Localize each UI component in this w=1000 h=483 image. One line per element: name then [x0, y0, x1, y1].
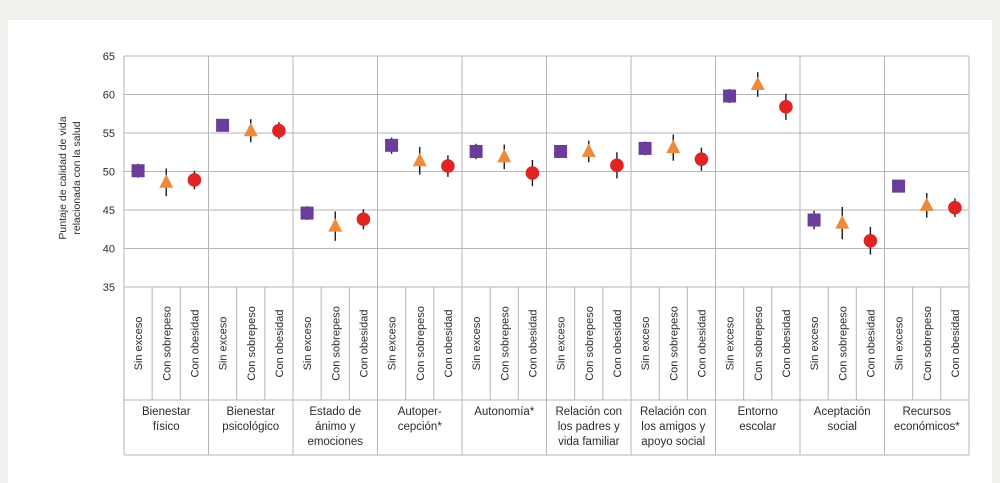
category-label: emociones: [307, 436, 363, 448]
category-label: ánimo y: [315, 421, 356, 433]
con-obesidad-point: [948, 200, 962, 215]
category-label: Relación con: [640, 406, 706, 418]
category-label: escolar: [739, 421, 776, 433]
con-obesidad-point: [694, 152, 709, 166]
sin-exceso-point: [469, 144, 483, 158]
sin-exceso-point: [131, 164, 145, 178]
y-tick-label: 40: [103, 244, 115, 256]
group-label: Con sobrepeso: [415, 306, 427, 381]
con-sobrepeso-point: [750, 76, 765, 90]
category-label: vida familiar: [558, 436, 620, 448]
group-label: Con obesidad: [781, 310, 793, 378]
sin-exceso-point: [216, 118, 230, 132]
y-axis-title-line-2: relacionada con la salud: [71, 121, 83, 234]
y-axis-title-line-1: Puntaje de calidad de vida: [57, 116, 69, 239]
sin-exceso-point: [723, 89, 737, 103]
group-label: Sin exceso: [809, 317, 821, 371]
group-label: Con sobrepeso: [668, 306, 680, 381]
con-obesidad-point: [610, 158, 624, 173]
group-label: Con obesidad: [358, 310, 370, 378]
gridlines: [123, 55, 970, 456]
con-sobrepeso-point: [243, 122, 258, 137]
category-label: Relación con: [556, 406, 622, 418]
y-tick-label: 60: [103, 90, 115, 102]
con-obesidad-point: [525, 166, 540, 180]
group-label: Sin exceso: [725, 317, 737, 371]
con-obesidad-point: [356, 212, 371, 227]
con-sobrepeso-point: [919, 197, 934, 211]
sin-exceso-point: [554, 144, 568, 158]
con-obesidad-point: [187, 173, 202, 187]
category-label: Autoper-: [398, 406, 442, 418]
con-obesidad-point: [272, 123, 286, 138]
category-label: Entorno: [738, 406, 778, 418]
category-label: Autonomía*: [474, 406, 535, 418]
sin-exceso-point: [807, 213, 821, 227]
category-label: Aceptación: [814, 406, 871, 418]
y-tick-label: 45: [103, 205, 115, 217]
category-label: cepción*: [398, 421, 443, 433]
group-label: Con sobrepeso: [584, 306, 596, 381]
category-label: los padres y: [558, 421, 620, 433]
sin-exceso-point: [892, 179, 906, 193]
con-obesidad-point: [863, 234, 878, 248]
group-label: Con obesidad: [865, 310, 877, 378]
group-label: Con sobrepeso: [161, 306, 173, 381]
category-label: Bienestar: [226, 406, 275, 418]
group-label: Con obesidad: [274, 310, 286, 378]
y-tick-label: 35: [103, 282, 115, 294]
con-sobrepeso-point: [581, 143, 596, 157]
category-label: económicos*: [894, 421, 960, 433]
category-axis: Sin exceso Con sobrepeso Con obesidad Biene…: [133, 306, 962, 448]
group-label: Sin exceso: [387, 317, 399, 371]
group-label: Con obesidad: [443, 310, 455, 378]
group-label: Con sobrepeso: [753, 306, 765, 381]
con-sobrepeso-point: [497, 148, 512, 163]
con-obesidad-point: [779, 100, 793, 114]
group-label: Con sobrepeso: [499, 306, 511, 381]
sin-exceso-point: [300, 206, 314, 220]
group-label: Sin exceso: [894, 317, 906, 371]
chart-panel: [8, 20, 992, 483]
con-sobrepeso-point: [328, 218, 343, 232]
sin-exceso-point: [638, 141, 652, 155]
con-sobrepeso-point: [159, 174, 174, 188]
group-label: Sin exceso: [556, 317, 568, 371]
group-label: Con obesidad: [950, 310, 962, 378]
y-axis-title: Puntaje de calidad de vida relacionada c…: [57, 116, 83, 239]
group-label: Sin exceso: [640, 317, 652, 371]
group-label: Con obesidad: [189, 310, 201, 378]
category-label: Estado de: [309, 406, 361, 418]
data-marks: [131, 72, 962, 255]
category-label: los amigos y: [641, 421, 705, 433]
category-label: social: [828, 421, 857, 433]
con-sobrepeso-point: [666, 139, 681, 154]
group-label: Con obesidad: [612, 310, 624, 378]
con-sobrepeso-point: [835, 215, 850, 229]
group-label: Con sobrepeso: [246, 306, 258, 381]
category-label: Bienestar: [142, 406, 191, 418]
group-label: Con obesidad: [696, 310, 708, 378]
group-label: Con sobrepeso: [330, 306, 342, 381]
y-tick-label: 55: [103, 128, 115, 140]
category-label: físico: [153, 421, 180, 433]
group-label: Sin exceso: [133, 317, 145, 371]
y-axis: 35 40 45 50 55 60 65: [103, 51, 115, 294]
category-label: Recursos: [902, 406, 951, 418]
con-obesidad-point: [441, 159, 455, 173]
group-label: Sin exceso: [218, 317, 230, 371]
group-label: Con obesidad: [527, 310, 539, 378]
sin-exceso-point: [385, 138, 399, 152]
con-sobrepeso-point: [412, 152, 427, 167]
category-label: psicológico: [222, 421, 279, 433]
y-tick-label: 50: [103, 167, 115, 179]
group-label: Con sobrepeso: [837, 306, 849, 381]
y-tick-label: 65: [103, 51, 115, 63]
group-label: Con sobrepeso: [922, 306, 934, 381]
group-label: Sin exceso: [302, 317, 314, 371]
category-label: apoyo social: [641, 436, 705, 448]
group-label: Sin exceso: [471, 317, 483, 371]
